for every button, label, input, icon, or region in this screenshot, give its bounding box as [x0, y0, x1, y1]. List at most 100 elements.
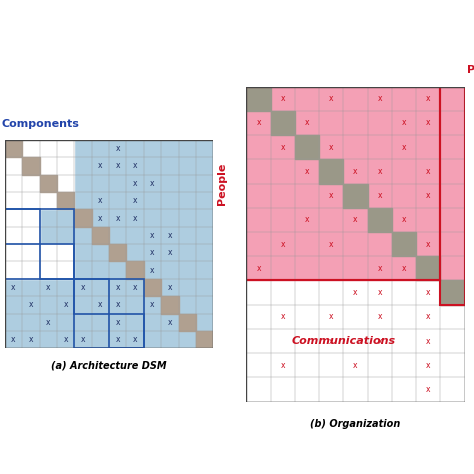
Bar	[343, 183, 368, 208]
Text: x: x	[281, 240, 285, 248]
Text: x: x	[426, 361, 430, 370]
Text: x: x	[353, 167, 358, 176]
Text: x: x	[281, 143, 285, 152]
Text: x: x	[426, 191, 430, 200]
Bar	[39, 244, 74, 279]
Text: x: x	[98, 301, 102, 310]
Bar	[74, 279, 109, 314]
Bar	[39, 174, 57, 192]
Text: x: x	[329, 337, 334, 346]
Text: Communications: Communications	[292, 336, 395, 346]
Text: x: x	[426, 167, 430, 176]
Text: x: x	[168, 283, 172, 292]
Bar	[109, 314, 144, 348]
Text: x: x	[401, 118, 406, 128]
Text: x: x	[329, 94, 334, 103]
Text: x: x	[353, 215, 358, 224]
Bar	[295, 135, 319, 159]
Text: x: x	[168, 318, 172, 327]
Text: x: x	[256, 118, 261, 128]
Text: x: x	[11, 283, 16, 292]
Text: x: x	[116, 335, 120, 344]
Text: x: x	[377, 167, 382, 176]
Text: x: x	[150, 179, 155, 188]
Text: x: x	[329, 143, 334, 152]
Text: (b) Organization: (b) Organization	[310, 419, 401, 428]
Text: x: x	[116, 283, 120, 292]
Text: x: x	[133, 196, 137, 205]
Text: x: x	[281, 94, 285, 103]
Text: x: x	[377, 264, 382, 273]
Bar	[22, 157, 39, 174]
Text: x: x	[305, 215, 310, 224]
Text: x: x	[64, 301, 68, 310]
Text: x: x	[150, 248, 155, 257]
Text: x: x	[133, 179, 137, 188]
Text: x: x	[329, 312, 334, 321]
Text: x: x	[98, 214, 102, 222]
Text: x: x	[305, 118, 310, 128]
Bar	[74, 210, 91, 227]
Text: x: x	[98, 162, 102, 170]
Text: Components: Components	[1, 119, 79, 129]
Bar	[57, 192, 74, 210]
Text: People: People	[217, 163, 227, 205]
Text: x: x	[377, 94, 382, 103]
Text: x: x	[401, 215, 406, 224]
Bar	[5, 244, 74, 279]
Bar	[246, 87, 440, 281]
Text: x: x	[133, 283, 137, 292]
Text: x: x	[46, 283, 50, 292]
Text: x: x	[377, 288, 382, 297]
Bar	[392, 232, 416, 256]
Text: x: x	[116, 162, 120, 170]
Bar	[144, 279, 161, 296]
Text: x: x	[81, 335, 85, 344]
Text: x: x	[133, 335, 137, 344]
Text: x: x	[168, 248, 172, 257]
Text: x: x	[256, 264, 261, 273]
Text: x: x	[64, 335, 68, 344]
Bar	[440, 87, 465, 305]
Text: x: x	[168, 231, 172, 240]
Text: x: x	[377, 337, 382, 346]
Text: x: x	[426, 385, 430, 394]
Text: x: x	[28, 301, 33, 310]
Text: x: x	[133, 214, 137, 222]
Text: x: x	[11, 335, 16, 344]
Text: x: x	[46, 318, 50, 327]
Bar	[91, 227, 109, 244]
Text: x: x	[353, 288, 358, 297]
Text: x: x	[401, 143, 406, 152]
Text: x: x	[426, 312, 430, 321]
Bar	[109, 244, 127, 262]
Bar	[319, 159, 343, 183]
Text: x: x	[281, 361, 285, 370]
Text: (a) Architecture DSM: (a) Architecture DSM	[51, 361, 167, 371]
Text: x: x	[377, 191, 382, 200]
Bar	[5, 210, 39, 244]
Text: x: x	[28, 335, 33, 344]
Text: x: x	[150, 301, 155, 310]
Bar	[5, 140, 22, 157]
Text: x: x	[81, 283, 85, 292]
Text: x: x	[116, 301, 120, 310]
Bar	[416, 256, 440, 281]
Bar	[440, 281, 465, 305]
Bar	[5, 210, 39, 244]
Bar	[5, 210, 74, 279]
Text: x: x	[329, 191, 334, 200]
Text: Peo: Peo	[467, 64, 474, 74]
Text: x: x	[116, 318, 120, 327]
Bar	[368, 208, 392, 232]
Text: x: x	[150, 266, 155, 274]
Bar	[161, 296, 179, 314]
Text: x: x	[426, 94, 430, 103]
Text: x: x	[133, 162, 137, 170]
Bar	[179, 314, 196, 331]
Bar	[5, 140, 74, 210]
Text: x: x	[426, 240, 430, 248]
Text: x: x	[426, 337, 430, 346]
Text: x: x	[377, 312, 382, 321]
Bar	[74, 279, 144, 348]
